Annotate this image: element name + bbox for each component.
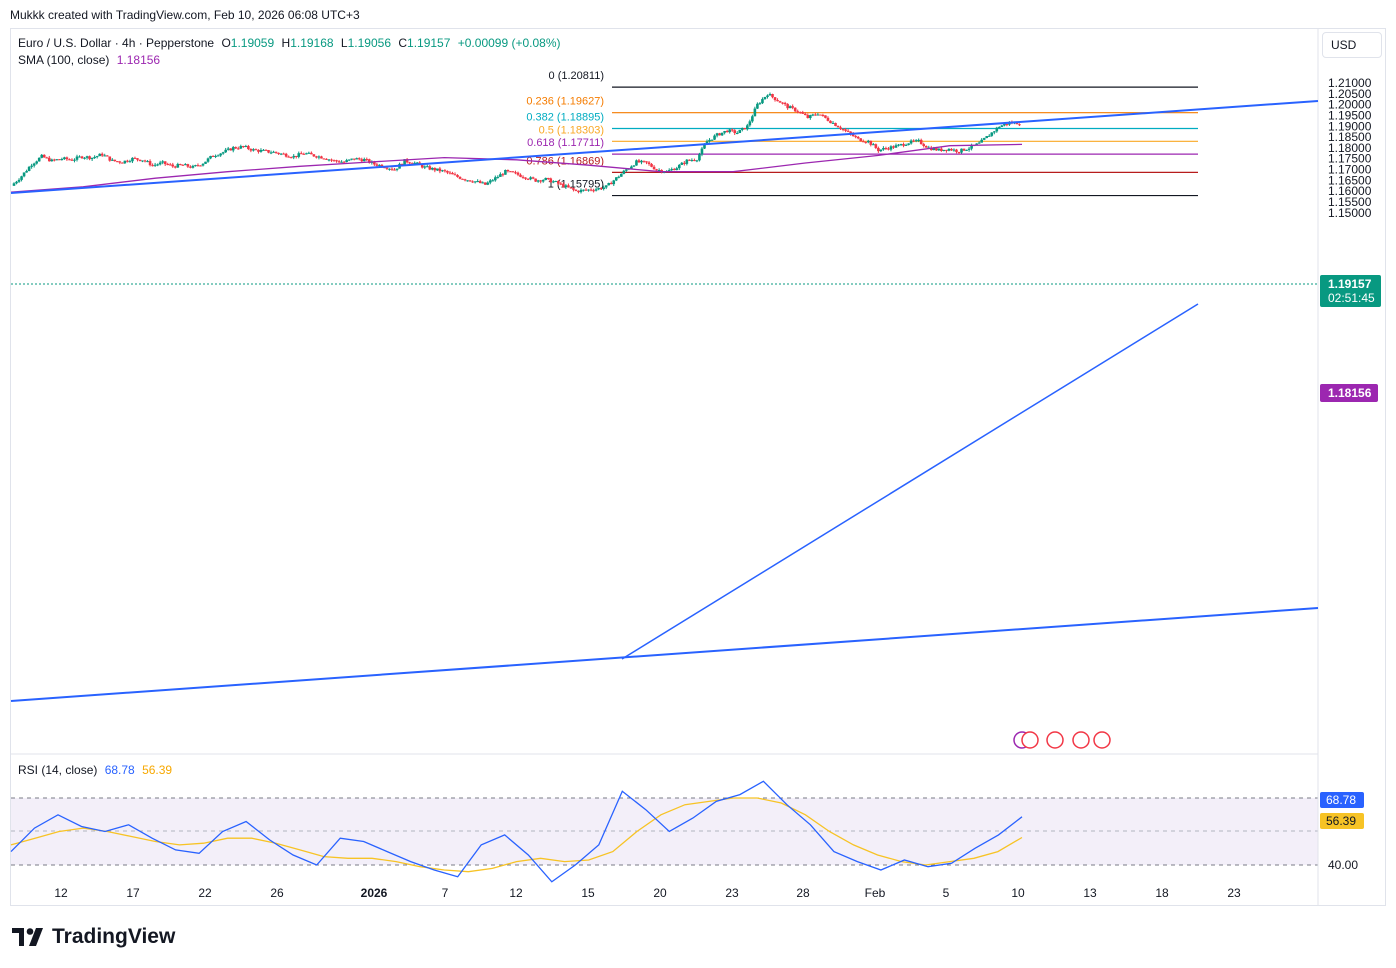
sma-legend-value: 1.18156 — [116, 53, 161, 67]
tradingview-logo[interactable]: TradingView — [12, 925, 175, 949]
currency-button[interactable]: USD — [1322, 32, 1382, 58]
ohlc-close-label: C — [398, 36, 408, 50]
sma-legend[interactable]: SMA (100, close) 1.18156 — [18, 53, 160, 67]
bar-countdown: 02:51:45 — [1328, 291, 1375, 305]
chart-frame — [10, 28, 1386, 906]
tradingview-logo-text: TradingView — [52, 925, 176, 948]
rsi-legend-label: RSI (14, close) — [18, 763, 98, 777]
chart-credit: Mukkk created with TradingView.com, Feb … — [10, 8, 360, 22]
ohlc-low-label: L — [340, 36, 348, 50]
ohlc-high-label: H — [281, 36, 291, 50]
ohlc-close: 1.19157 — [407, 36, 451, 50]
symbol-legend: Euro / U.S. Dollar · 4h · Pepperstone O1… — [18, 36, 561, 50]
tradingview-logo-icon — [12, 928, 43, 946]
rsi-legend-value: 68.78 — [104, 763, 135, 777]
last-price-value: 1.19157 — [1328, 277, 1372, 291]
last-price-badge: 1.19157 02:51:45 — [1320, 275, 1381, 307]
rsi-legend[interactable]: RSI (14, close) 68.78 56.39 — [18, 763, 172, 777]
ohlc-low: 1.19056 — [347, 36, 391, 50]
sma-legend-label: SMA (100, close) — [18, 53, 110, 67]
ohlc-open: 1.19059 — [230, 36, 275, 50]
rsi-ma-badge: 56.39 — [1320, 813, 1364, 829]
ohlc-high: 1.19168 — [290, 36, 334, 50]
rsi-value-badge: 68.78 — [1320, 792, 1364, 808]
ohlc-change: +0.00099 (+0.08%) — [457, 36, 561, 50]
symbol-title[interactable]: Euro / U.S. Dollar · 4h · Pepperstone — [18, 36, 215, 50]
ohlc-open-label: O — [221, 36, 231, 50]
sma-price-badge: 1.18156 — [1320, 384, 1378, 402]
rsi-legend-ma: 56.39 — [142, 763, 173, 777]
